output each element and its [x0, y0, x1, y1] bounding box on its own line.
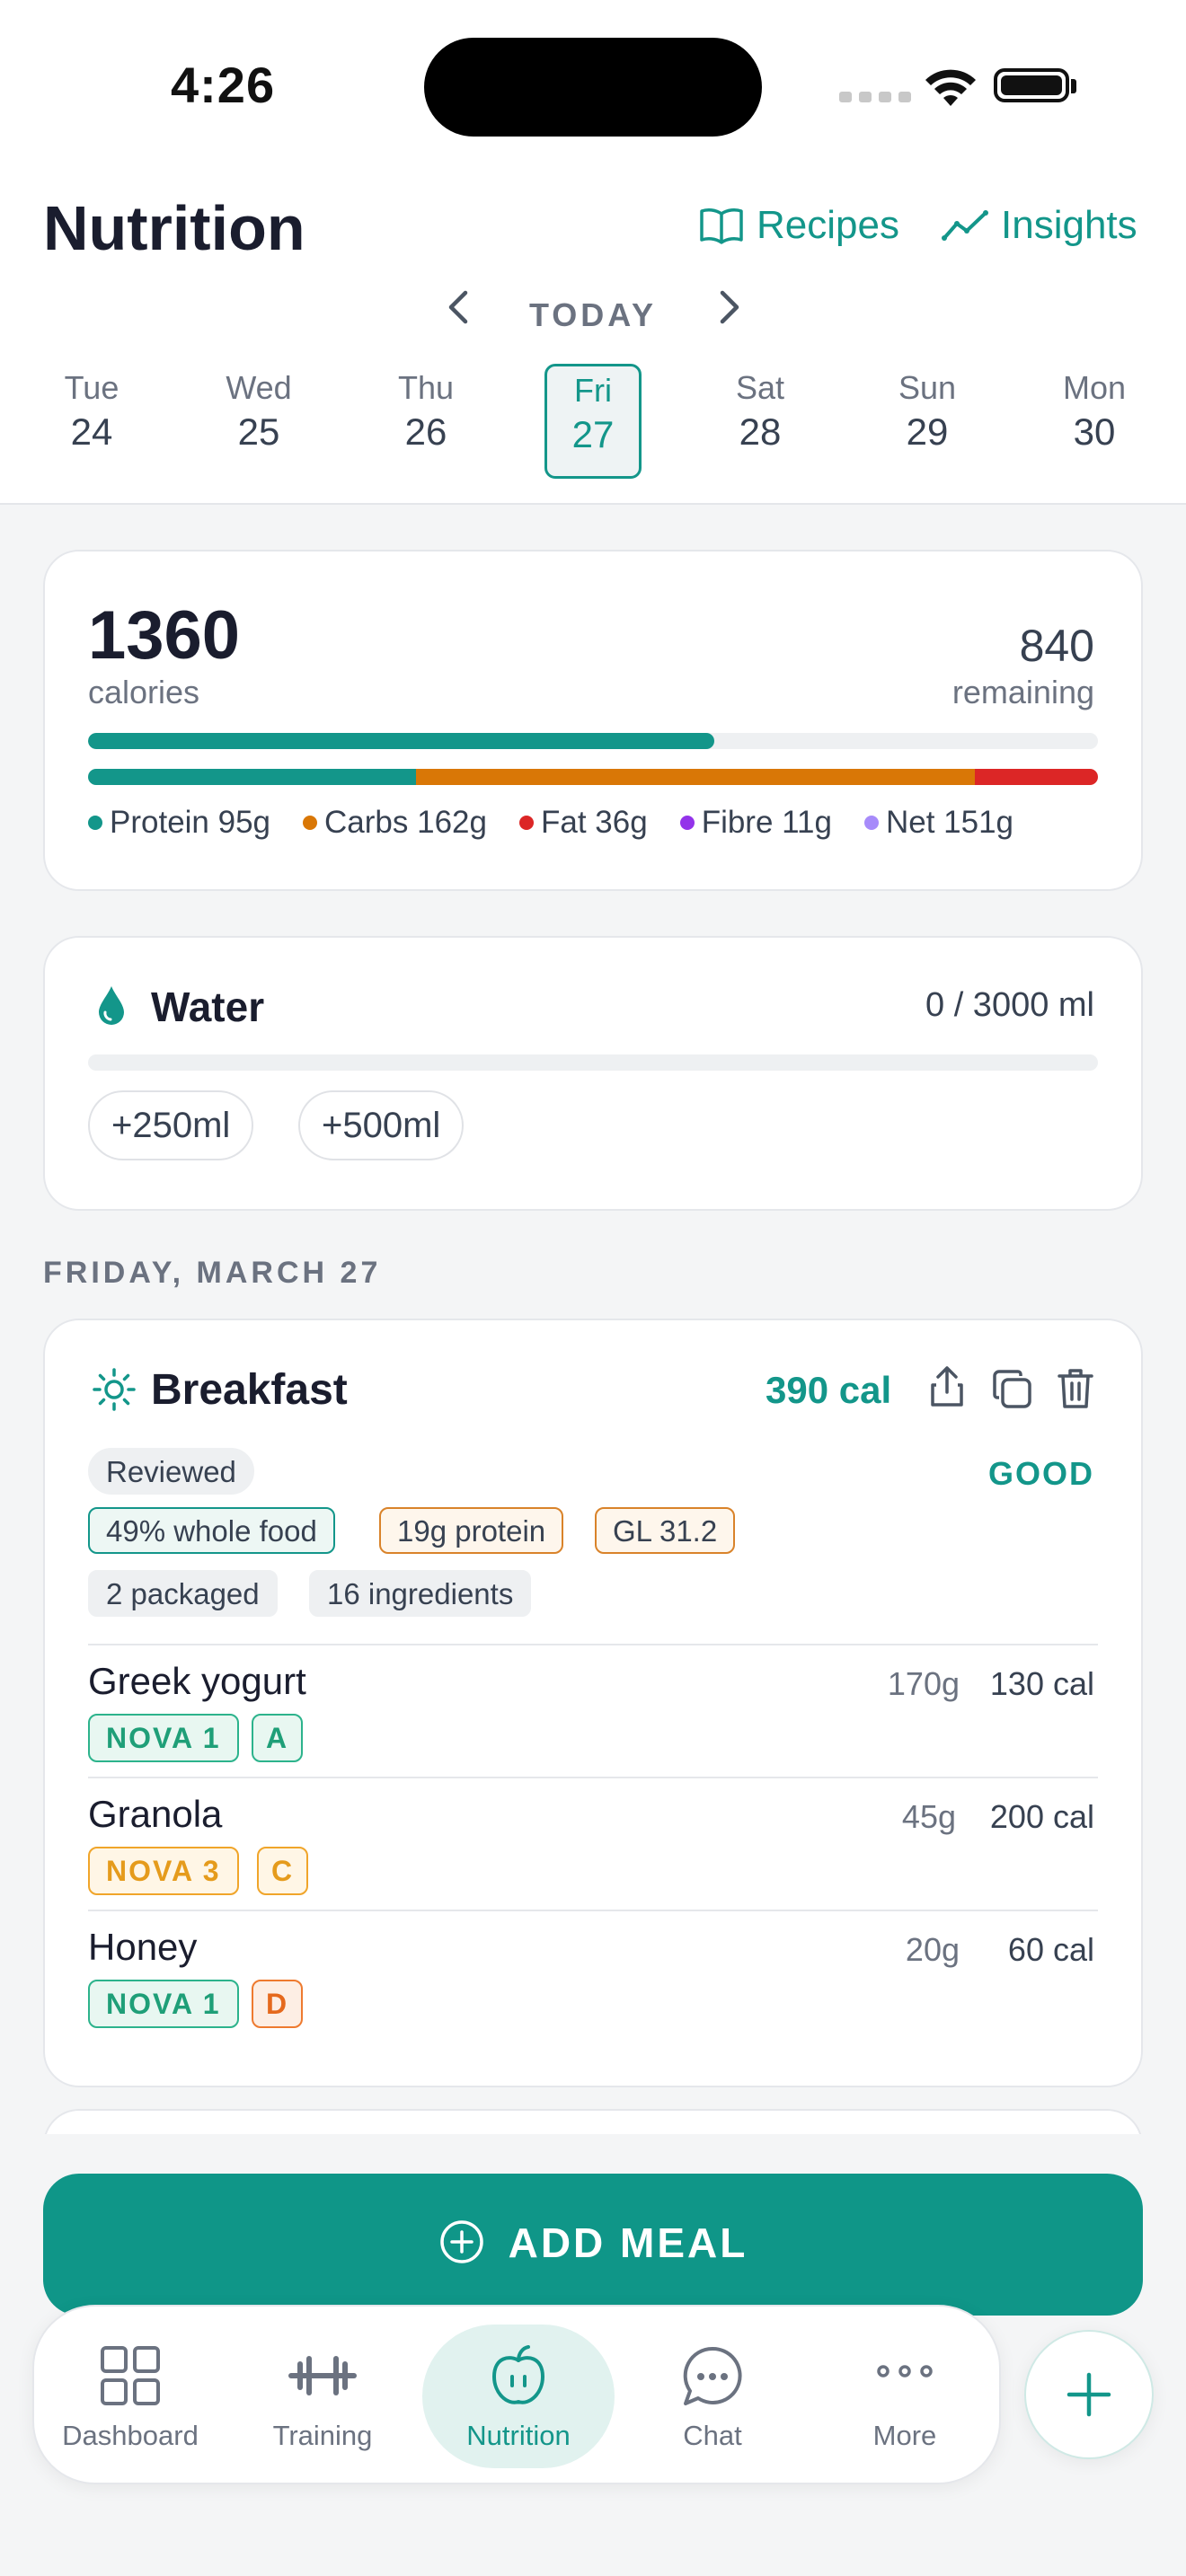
whole-food-tag: 49% whole food [88, 1507, 335, 1554]
date-section-label: FRIDAY, MARCH 27 [43, 1256, 382, 1290]
recipes-link[interactable]: Recipes [699, 203, 899, 248]
plus-circle-icon [439, 2220, 483, 2263]
calorie-progress-bar [88, 733, 1098, 749]
today-label[interactable]: TODAY [528, 296, 658, 333]
nutrition-header: Nutrition Recipes Insights TODAY Tue 24 W… [0, 171, 1186, 505]
carbs-segment [416, 769, 975, 785]
dynamic-island [424, 38, 762, 137]
legend-net: Net 151g [863, 805, 1013, 841]
nutri-grade-badge: D [252, 1980, 304, 2028]
legend-fat: Fat 36g [518, 805, 648, 841]
add-250ml-button[interactable]: +250ml [88, 1090, 254, 1160]
food-name-greek-yogurt[interactable]: Greek yogurt [88, 1660, 306, 1702]
food-qty: 45g [901, 1798, 956, 1835]
calories-value: 1360 [88, 597, 241, 674]
reviewed-status: Reviewed [88, 1448, 254, 1495]
ingredients-tag: 16 ingredients [309, 1570, 532, 1617]
food-cal: 130 cal [989, 1665, 1094, 1702]
remaining-label: remaining [951, 674, 1094, 710]
day-sat[interactable]: Sat 28 [735, 369, 785, 453]
page-title: Nutrition [43, 193, 305, 263]
book-icon [700, 208, 743, 244]
nova-badge: NOVA 1 [88, 1714, 239, 1762]
day-fri-selected[interactable]: Fri 27 [544, 364, 642, 479]
food-cal: 200 cal [989, 1798, 1094, 1835]
grid-icon [101, 2346, 160, 2405]
status-bar: 4:26 [0, 0, 1186, 171]
recipes-label: Recipes [757, 203, 899, 247]
nutri-grade-badge: A [252, 1714, 304, 1762]
wifi-icon [925, 69, 976, 106]
packaged-tag: 2 packaged [88, 1570, 278, 1617]
fat-segment [974, 769, 1098, 785]
apple-icon [492, 2345, 544, 2404]
macro-split-bar [88, 769, 1098, 785]
food-qty: 20g [905, 1931, 960, 1968]
meal-grade: GOOD [987, 1455, 1094, 1492]
food-name-granola[interactable]: Granola [88, 1793, 223, 1835]
legend-protein: Protein 95g [88, 805, 270, 841]
calorie-progress-fill [88, 733, 714, 749]
day-thu[interactable]: Thu 26 [397, 369, 455, 453]
day-wed[interactable]: Wed 25 [226, 369, 292, 453]
trend-line-icon [942, 210, 988, 241]
day-selector: Tue 24 Wed 25 Thu 26 Fri 27 Sat 28 Sun 29 Mon 3… [43, 364, 1143, 479]
quick-add-button[interactable] [1024, 2330, 1154, 2459]
copy-icon[interactable] [992, 1369, 1033, 1410]
protein-tag: 19g protein [379, 1507, 564, 1554]
day-sun[interactable]: Sun 29 [898, 369, 957, 453]
calories-card: 1360 calories 840 remaining Protein 95g … [43, 550, 1143, 891]
add-500ml-button[interactable]: +500ml [298, 1090, 465, 1160]
protein-segment [88, 769, 417, 785]
trash-icon[interactable] [1057, 1367, 1094, 1410]
glycemic-load-tag: GL 31.2 [595, 1507, 736, 1554]
ellipsis-icon [877, 2365, 933, 2378]
next-day-icon[interactable] [710, 289, 746, 325]
macro-legend: Protein 95g Carbs 162g Fat 36g Fibre 11g… [88, 805, 1013, 841]
cellular-signal-icon [839, 92, 911, 102]
tab-chat[interactable]: Chat [616, 2325, 809, 2468]
water-title: Water [151, 984, 265, 1030]
bottom-tab-bar: Dashboard Training Nutrition Chat More [32, 2305, 1001, 2484]
legend-fibre: Fibre 11g [679, 805, 832, 841]
day-mon[interactable]: Mon 30 [1062, 369, 1127, 453]
food-cal: 60 cal [1007, 1931, 1094, 1968]
food-qty: 170g [887, 1665, 960, 1702]
water-progress-bar [88, 1054, 1098, 1071]
breakfast-card[interactable]: Breakfast 390 cal Reviewed GOOD 49% whol… [43, 1319, 1143, 2087]
dumbbell-icon [288, 2356, 357, 2395]
legend-carbs: Carbs 162g [303, 805, 487, 841]
sun-icon [93, 1368, 136, 1411]
nutri-grade-badge: C [257, 1847, 309, 1895]
tab-training[interactable]: Training [226, 2325, 419, 2468]
meal-calories: 390 cal [766, 1369, 892, 1411]
nova-badge: NOVA 1 [88, 1980, 239, 2028]
water-drop-icon [99, 986, 124, 1025]
previous-day-icon[interactable] [442, 289, 478, 325]
add-meal-button[interactable]: ADD MEAL [43, 2174, 1143, 2316]
battery-icon [994, 68, 1069, 102]
chat-bubble-icon [683, 2346, 742, 2405]
add-meal-label: ADD MEAL [508, 2219, 748, 2266]
tab-more[interactable]: More [809, 2325, 1001, 2468]
meal-title: Breakfast [151, 1366, 348, 1414]
day-tue[interactable]: Tue 24 [64, 369, 119, 453]
share-icon[interactable] [929, 1365, 965, 1408]
nova-badge: NOVA 3 [88, 1847, 239, 1895]
water-value: 0 / 3000 ml [925, 986, 1094, 1024]
calories-label: calories [88, 674, 200, 710]
insights-link[interactable]: Insights [942, 203, 1137, 248]
tab-nutrition[interactable]: Nutrition [422, 2325, 615, 2468]
insights-label: Insights [1001, 203, 1137, 247]
tab-dashboard[interactable]: Dashboard [34, 2325, 226, 2468]
food-name-honey[interactable]: Honey [88, 1926, 198, 1968]
plus-icon [1067, 2372, 1111, 2417]
water-card: Water 0 / 3000 ml +250ml +500ml [43, 936, 1143, 1211]
remaining-value: 840 [1019, 621, 1094, 671]
status-time: 4:26 [171, 57, 276, 113]
